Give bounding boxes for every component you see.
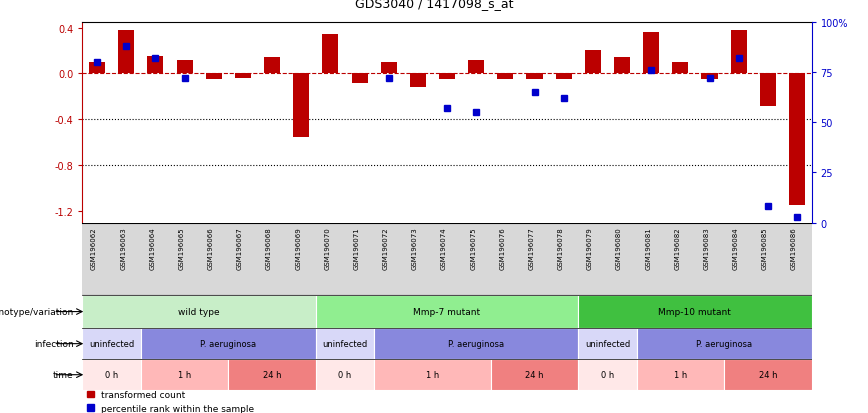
Bar: [316, 295, 578, 328]
Bar: [381, 63, 397, 74]
Bar: [527, 74, 542, 80]
Bar: [82, 328, 141, 359]
Bar: [490, 359, 578, 390]
Text: GSM196066: GSM196066: [207, 227, 214, 269]
Bar: [636, 328, 812, 359]
Text: GSM196071: GSM196071: [353, 227, 359, 269]
Bar: [585, 51, 601, 74]
Text: GSM196076: GSM196076: [499, 227, 505, 269]
Bar: [141, 359, 228, 390]
Text: uninfected: uninfected: [322, 339, 367, 348]
Text: GSM196072: GSM196072: [383, 227, 389, 269]
Text: GSM196074: GSM196074: [441, 227, 447, 269]
Bar: [374, 328, 578, 359]
Text: 0 h: 0 h: [601, 370, 614, 379]
Bar: [614, 58, 630, 74]
Text: infection: infection: [34, 339, 74, 348]
Bar: [789, 74, 805, 206]
Text: GSM196067: GSM196067: [237, 227, 243, 269]
Text: GSM196068: GSM196068: [266, 227, 272, 269]
Bar: [322, 35, 339, 74]
Text: GSM196064: GSM196064: [149, 227, 155, 269]
Bar: [293, 74, 309, 137]
Bar: [316, 328, 374, 359]
Text: 1 h: 1 h: [426, 370, 439, 379]
Bar: [497, 74, 513, 80]
Text: 1 h: 1 h: [178, 370, 191, 379]
Bar: [578, 295, 812, 328]
Text: 24 h: 24 h: [525, 370, 543, 379]
Text: uninfected: uninfected: [585, 339, 630, 348]
Text: GSM196083: GSM196083: [703, 227, 709, 269]
Bar: [556, 74, 572, 80]
Bar: [89, 63, 105, 74]
Bar: [206, 74, 221, 80]
Text: uninfected: uninfected: [89, 339, 135, 348]
Legend: transformed count, percentile rank within the sample: transformed count, percentile rank withi…: [87, 390, 254, 413]
Bar: [731, 31, 746, 74]
Text: 0 h: 0 h: [105, 370, 118, 379]
Bar: [410, 74, 426, 88]
Bar: [724, 359, 812, 390]
Bar: [82, 295, 316, 328]
Text: GSM196070: GSM196070: [325, 227, 331, 269]
Text: GDS3040 / 1417098_s_at: GDS3040 / 1417098_s_at: [355, 0, 513, 10]
Bar: [673, 63, 688, 74]
Text: P. aeruginosa: P. aeruginosa: [448, 339, 504, 348]
Text: 0 h: 0 h: [339, 370, 352, 379]
Text: P. aeruginosa: P. aeruginosa: [696, 339, 753, 348]
Bar: [118, 31, 135, 74]
Text: GSM196075: GSM196075: [470, 227, 477, 269]
Text: wild type: wild type: [178, 307, 220, 316]
Text: GSM196063: GSM196063: [120, 227, 126, 269]
Text: GSM196078: GSM196078: [557, 227, 563, 269]
Bar: [228, 359, 316, 390]
Bar: [82, 359, 141, 390]
Text: time: time: [53, 370, 74, 379]
Bar: [352, 74, 367, 83]
Text: GSM196079: GSM196079: [587, 227, 593, 269]
Text: GSM196082: GSM196082: [674, 227, 681, 269]
Bar: [760, 74, 776, 106]
Text: P. aeruginosa: P. aeruginosa: [201, 339, 256, 348]
Text: GSM196081: GSM196081: [645, 227, 651, 269]
Text: Mmp-10 mutant: Mmp-10 mutant: [659, 307, 732, 316]
Text: GSM196077: GSM196077: [529, 227, 535, 269]
Text: GSM196073: GSM196073: [411, 227, 418, 269]
Bar: [141, 328, 316, 359]
Text: GSM196062: GSM196062: [91, 227, 97, 269]
Text: GSM196086: GSM196086: [791, 227, 797, 269]
Bar: [468, 60, 484, 74]
Text: GSM196085: GSM196085: [762, 227, 768, 269]
Bar: [578, 359, 636, 390]
Text: Mmp-7 mutant: Mmp-7 mutant: [413, 307, 481, 316]
Text: genotype/variation: genotype/variation: [0, 307, 74, 316]
Text: 24 h: 24 h: [263, 370, 281, 379]
Bar: [374, 359, 490, 390]
Bar: [264, 58, 280, 74]
Bar: [316, 359, 374, 390]
Text: 1 h: 1 h: [674, 370, 687, 379]
Bar: [636, 359, 724, 390]
Text: GSM196080: GSM196080: [616, 227, 622, 269]
Bar: [578, 328, 636, 359]
Bar: [148, 57, 163, 74]
Bar: [643, 33, 659, 74]
Bar: [701, 74, 718, 80]
Text: GSM196065: GSM196065: [179, 227, 185, 269]
Text: GSM196084: GSM196084: [733, 227, 739, 269]
Bar: [439, 74, 455, 80]
Bar: [235, 74, 251, 79]
Bar: [176, 60, 193, 74]
Text: 24 h: 24 h: [759, 370, 777, 379]
Text: GSM196069: GSM196069: [295, 227, 301, 269]
